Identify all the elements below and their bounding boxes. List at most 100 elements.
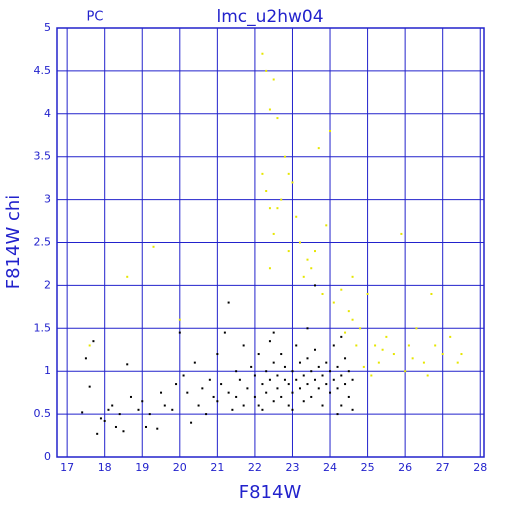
point [118, 413, 121, 416]
point [126, 363, 129, 366]
point [216, 400, 219, 403]
point [268, 340, 271, 343]
point [344, 383, 347, 386]
point [295, 344, 298, 347]
point [265, 69, 268, 72]
point [287, 404, 290, 407]
point [81, 411, 84, 414]
point [287, 383, 290, 386]
x-tick-label: 21 [210, 461, 224, 474]
point [298, 387, 301, 390]
point [422, 361, 425, 364]
point [107, 408, 110, 411]
point [306, 357, 309, 360]
y-tick-label: 3 [44, 193, 51, 206]
point [287, 172, 290, 175]
point [310, 370, 313, 373]
point [88, 385, 91, 388]
point [163, 404, 166, 407]
point [283, 378, 286, 381]
point [227, 301, 230, 304]
point [340, 404, 343, 407]
point [355, 344, 358, 347]
point [392, 353, 395, 356]
point [336, 365, 339, 368]
point [283, 365, 286, 368]
point [250, 365, 253, 368]
point [344, 331, 347, 334]
point [190, 421, 193, 424]
point [306, 258, 309, 261]
point [370, 374, 373, 377]
point [186, 391, 189, 394]
point [212, 395, 215, 398]
plot-frame [56, 27, 485, 458]
x-tick-label: 17 [60, 461, 74, 474]
point [265, 391, 268, 394]
point [92, 340, 95, 343]
point [193, 361, 196, 364]
x-tick-label: 19 [135, 461, 149, 474]
point [148, 413, 151, 416]
y-tick-label: 4.5 [34, 64, 52, 77]
point [329, 391, 332, 394]
point [302, 374, 305, 377]
point [272, 361, 275, 364]
point [426, 374, 429, 377]
y-axis-label: F814W chi [3, 195, 24, 290]
point [332, 378, 335, 381]
point [208, 378, 211, 381]
point [314, 250, 317, 253]
point [314, 378, 317, 381]
point [340, 374, 343, 377]
point [287, 250, 290, 253]
point [411, 357, 414, 360]
point [317, 365, 320, 368]
point [276, 117, 279, 120]
point [261, 408, 264, 411]
point [268, 378, 271, 381]
point [434, 344, 437, 347]
point [347, 370, 350, 373]
point [362, 365, 365, 368]
point [291, 391, 294, 394]
point [178, 318, 181, 321]
point [235, 395, 238, 398]
point [377, 361, 380, 364]
point [280, 353, 283, 356]
point [220, 383, 223, 386]
point [400, 232, 403, 235]
point [321, 292, 324, 295]
point [111, 404, 114, 407]
point [257, 404, 260, 407]
point [340, 288, 343, 291]
y-tick-label: 4 [44, 107, 51, 120]
point [242, 404, 245, 407]
point [276, 207, 279, 210]
x-tick-label: 22 [248, 461, 262, 474]
y-tick-label: 0.5 [34, 407, 52, 420]
point [310, 395, 313, 398]
point [321, 374, 324, 377]
point [223, 331, 226, 334]
point [449, 335, 452, 338]
point [272, 232, 275, 235]
point [325, 383, 328, 386]
point [280, 198, 283, 201]
point [96, 432, 99, 435]
point [272, 331, 275, 334]
point [404, 370, 407, 373]
point [336, 387, 339, 390]
point [114, 425, 117, 428]
point [137, 408, 140, 411]
point [99, 417, 102, 420]
point [460, 353, 463, 356]
point [261, 172, 264, 175]
point [171, 408, 174, 411]
point [306, 327, 309, 330]
point [302, 400, 305, 403]
point [261, 52, 264, 55]
point [332, 344, 335, 347]
point [253, 374, 256, 377]
point [381, 348, 384, 351]
